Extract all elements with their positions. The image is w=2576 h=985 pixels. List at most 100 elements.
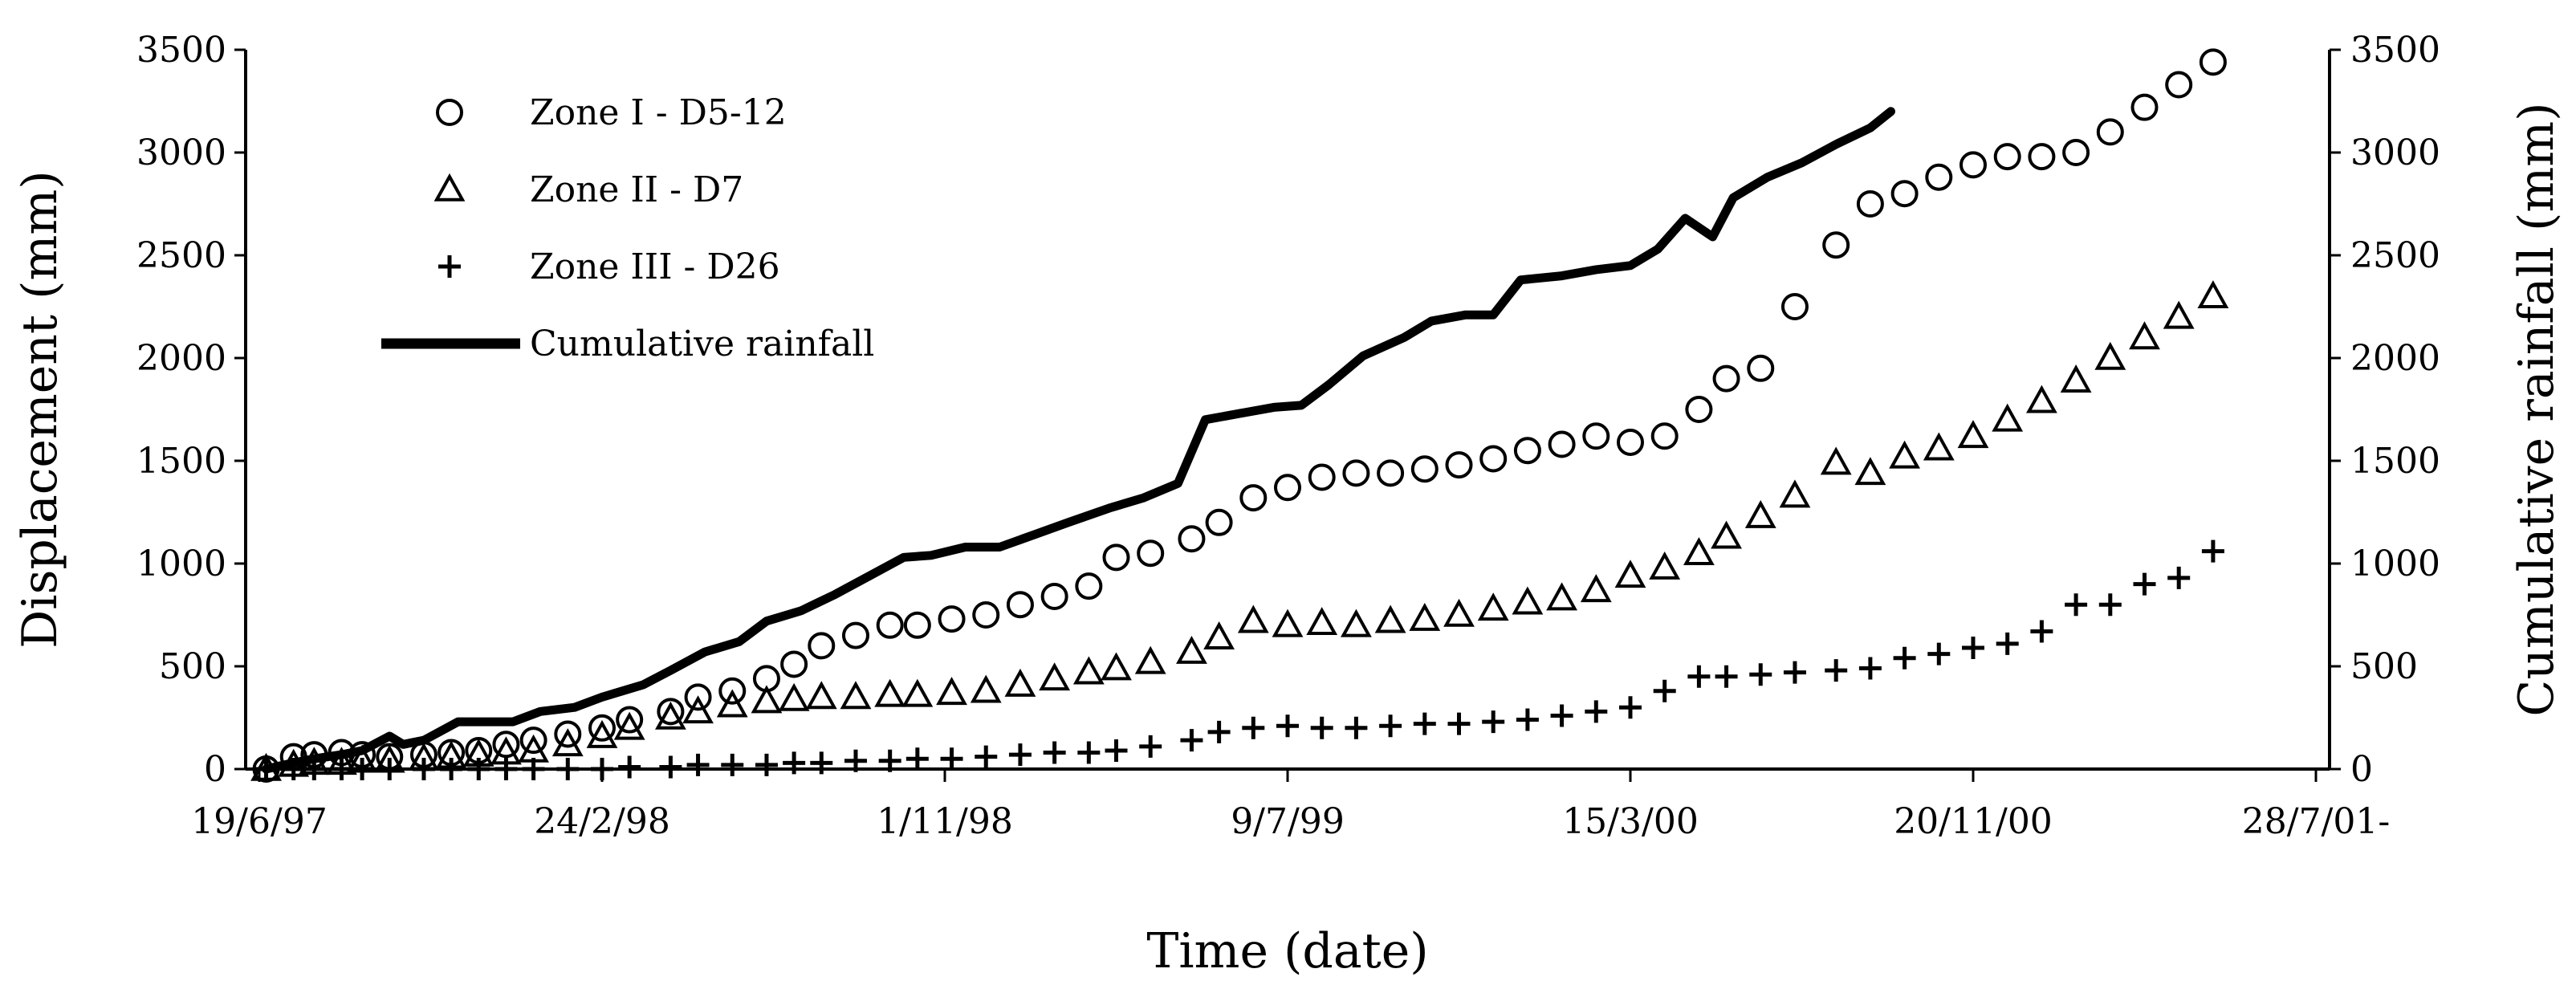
triangle-point (1039, 662, 1071, 691)
y-axis-title-right: Cumulative rainfall (mm) (2509, 102, 2565, 716)
plus-point (1413, 712, 1436, 735)
plus-point (1749, 663, 1772, 686)
circle-point (436, 99, 463, 126)
circle-point (903, 611, 931, 639)
circle-point (1479, 445, 1508, 473)
circle-point (1239, 484, 1268, 512)
plus-point (1619, 696, 1642, 719)
circle-point (1712, 364, 1740, 393)
y-tick-right-label: 1000 (2350, 543, 2440, 584)
plus-point (1008, 743, 1032, 767)
y-tick-left-label: 500 (159, 646, 226, 687)
y-tick-right-label: 1500 (2350, 441, 2440, 482)
circle-point (1685, 396, 1713, 423)
plus-point (1077, 741, 1101, 764)
circle-point (616, 706, 644, 734)
triangle-point (1341, 609, 1372, 637)
plus-point (1996, 632, 2019, 655)
circle-point (2130, 93, 2159, 121)
circle-point (1993, 143, 2021, 171)
plus-point (2065, 593, 2088, 617)
triangle-point (1854, 457, 1886, 486)
circle-point (841, 621, 869, 649)
triangle-point (1957, 420, 1989, 449)
plus-point (378, 758, 401, 780)
plus-point (2167, 566, 2191, 589)
series-layer (250, 48, 2229, 783)
plus-point (1715, 665, 1738, 688)
x-tick-label: 1/11/98 (877, 801, 1013, 842)
circle-point (2096, 118, 2124, 146)
circle-point (876, 611, 904, 639)
circle-point (1747, 354, 1775, 382)
plus-point (351, 758, 374, 780)
plus-point (1783, 661, 1806, 684)
triangle-point (551, 728, 584, 757)
triangle-point (1711, 520, 1742, 549)
circle-point (1205, 508, 1233, 536)
triangle-point (1306, 607, 1338, 636)
x-ticks: 19/6/97 24/2/98 1/11/98 9/7/99 15/3/00 20/11/… (191, 769, 2390, 842)
legend-item: Cumulative rainfall (381, 324, 874, 364)
y-tick-left-label: 2500 (136, 235, 226, 276)
triangle-point (1237, 604, 1269, 633)
triangle-point (901, 678, 934, 707)
y-tick-right-label: 0 (2350, 749, 2373, 790)
plus-point (975, 745, 998, 768)
circle-point (1075, 572, 1103, 600)
triangle-point (936, 677, 967, 706)
circle-point (1925, 163, 1953, 191)
plus-point (618, 755, 641, 779)
rainfall-line (262, 107, 1895, 774)
plus-point (330, 758, 353, 780)
plus-point (1550, 704, 1573, 727)
plus-point (1653, 679, 1676, 702)
y-tick-left-label: 2000 (136, 338, 226, 379)
triangle-point (1443, 598, 1475, 627)
circle-point (1513, 437, 1541, 465)
circle-point (1006, 591, 1034, 619)
y-tick-left-label: 1000 (136, 543, 226, 584)
plus-point (755, 753, 778, 776)
triangle-point (1272, 609, 1304, 637)
triangle-point (1546, 582, 1577, 611)
plus-point (1310, 716, 1333, 739)
triangle-point (613, 711, 645, 740)
circle-point (1178, 525, 1206, 553)
y-tick-left-label: 3500 (136, 30, 226, 71)
circle-point (588, 714, 616, 742)
circle-point (1959, 151, 1987, 179)
triangle-point (751, 685, 783, 714)
x-tick-label: 9/7/99 (1231, 801, 1345, 842)
plus-point (1687, 665, 1711, 688)
triangle-point (2129, 321, 2160, 350)
plus-point (2133, 572, 2156, 596)
plus-point (659, 755, 682, 779)
triangle-point (1580, 574, 1612, 603)
plus-point (1242, 716, 1265, 739)
plus-point (1345, 716, 1368, 739)
y-ticks-left: 0 500 1000 1500 2000 2500 3000 3500 (136, 30, 246, 790)
plus-point (591, 758, 613, 780)
circle-point (1137, 539, 1165, 568)
x-tick-label: 15/3/00 (1562, 801, 1699, 842)
triangle-point (1101, 652, 1132, 681)
circle-point (1445, 451, 1473, 479)
triangle-point (1649, 552, 1681, 580)
circle-point (1582, 422, 1610, 450)
plus-point (1825, 659, 1848, 682)
x-tick-label: 20/11/00 (1894, 801, 2053, 842)
plus-point (1139, 735, 1162, 758)
circle-point (1548, 430, 1576, 458)
x-tick-label: 28/7/01- (2242, 801, 2391, 842)
triangle-point (586, 719, 618, 748)
plus-point (2030, 620, 2053, 643)
y-tick-left-label: 0 (204, 749, 226, 790)
plus-point (1180, 729, 1203, 752)
triangle-point (1072, 656, 1105, 685)
circle-point (1040, 582, 1068, 610)
plus-point (1043, 741, 1066, 764)
plus-point (783, 751, 806, 775)
circle-point (2165, 71, 2193, 99)
plus-point (1962, 636, 1984, 659)
